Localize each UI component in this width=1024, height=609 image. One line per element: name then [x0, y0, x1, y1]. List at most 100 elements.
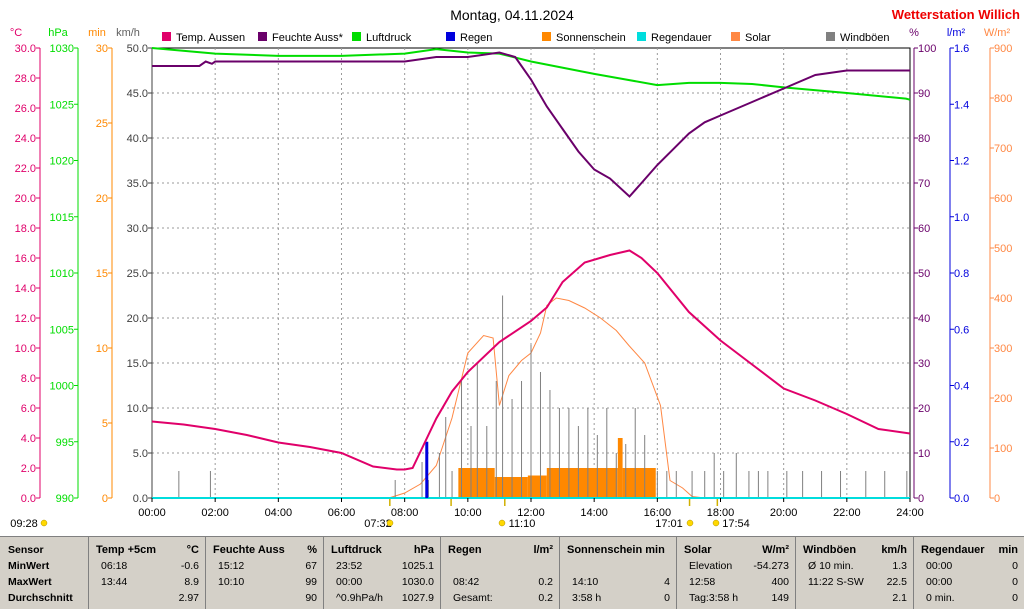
temp-axis-tick-label: 10.0 [15, 343, 36, 355]
stats-section: Solar W/m² Elevation -54.273 12:58 400 Tag:3:5… [676, 537, 795, 609]
stats-value: 0 [1012, 592, 1018, 604]
legend-label: Solar [745, 32, 771, 44]
humidity-axis-tick-label: 60 [918, 223, 930, 235]
stats-value: 0.2 [538, 576, 553, 588]
legend-label: Windböen [840, 32, 890, 44]
stats-section-unit: km/h [881, 544, 907, 556]
legend-label: Regendauer [651, 32, 712, 44]
stats-time: 3:58 h [572, 592, 602, 604]
x-tick-label: 22:00 [833, 507, 861, 519]
sunshine-bar [527, 475, 547, 498]
stats-time: 10:10 [218, 576, 245, 588]
pressure-axis-tick-label: 1030 [50, 43, 74, 55]
rain-axis-tick-label: 1.2 [954, 156, 969, 168]
humidity-axis-tick-label: 50 [918, 268, 930, 280]
legend-swatch [542, 32, 551, 41]
stats-value: 149 [771, 592, 789, 604]
legend-swatch [258, 32, 267, 41]
legend: Temp. Aussen Feuchte Auss* Luftdruck Regen S… [162, 32, 890, 44]
x-tick-label: 14:00 [580, 507, 608, 519]
humidity-axis-tick-label: 30 [918, 358, 930, 370]
legend-swatch [637, 32, 646, 41]
minutes-axis-tick-label: 15 [96, 268, 108, 280]
legend-swatch [352, 32, 361, 41]
wind-axis-tick-label: 15.0 [127, 358, 148, 370]
solar-axis-tick-label: 600 [994, 193, 1012, 205]
sunshine-bar [494, 477, 528, 498]
stats-value: 2.97 [178, 592, 199, 604]
stats-section: Sonnenschein min 14:10 4 3:58 h 0 [559, 537, 676, 609]
stats-time: 0 min. [926, 592, 955, 604]
rain-axis-tick-label: 0.2 [954, 437, 969, 449]
wind-axis-tick-label: 0.0 [133, 493, 148, 505]
stats-value: 0 [664, 592, 670, 604]
stats-value: 1.3 [892, 560, 907, 572]
row-label-max: MaxWert [8, 576, 52, 588]
axis-unit: hPa [48, 27, 68, 39]
wind-axis-tick-label: 20.0 [127, 313, 148, 325]
stats-value: -54.273 [753, 560, 789, 572]
axis-unit: W/m² [984, 27, 1011, 39]
rain-axis-tick-label: 0.4 [954, 381, 969, 393]
sunshine-bar [617, 438, 623, 498]
stats-value: 4 [664, 576, 670, 588]
rain-axis-tick-label: 0.0 [954, 493, 969, 505]
stats-value: 2.1 [892, 592, 907, 604]
humidity-axis-tick-label: 20 [918, 403, 930, 415]
stats-value: 400 [771, 576, 789, 588]
sun-event-time: 17:01 [655, 518, 683, 530]
rain-bar [425, 441, 429, 498]
stats-value: 1030.0 [401, 576, 434, 588]
stats-value: 8.9 [184, 576, 199, 588]
minutes-axis-tick-label: 25 [96, 118, 108, 130]
humidity-axis-tick-label: 40 [918, 313, 930, 325]
temp-axis-tick-label: 4.0 [21, 433, 36, 445]
stats-section-title: Sonnenschein min [567, 544, 665, 556]
temp-axis-tick-label: 30.0 [15, 43, 36, 55]
x-tick-label: 18:00 [707, 507, 735, 519]
temp-axis-tick-label: 0.0 [21, 493, 36, 505]
stats-value: 0.2 [538, 592, 553, 604]
sun-events: 09:28 07:32 11:10 17:01 17:54 [10, 499, 750, 530]
temp-axis-tick-label: 8.0 [21, 373, 36, 385]
temp-axis-tick-label: 16.0 [15, 253, 36, 265]
solar-axis-tick-label: 400 [994, 293, 1012, 305]
minutes-axis-tick-label: 0 [102, 493, 108, 505]
stats-section-title: Solar [684, 544, 712, 556]
axis-unit: % [909, 27, 919, 39]
legend-label: Sonnenschein [556, 32, 626, 44]
sunshine-bar [622, 468, 656, 498]
sun-event-time: 11:10 [509, 518, 536, 530]
axis-unit: km/h [116, 27, 140, 39]
temp-axis-tick-label: 22.0 [15, 163, 36, 175]
stats-section-title: Temp +5cm [96, 544, 157, 556]
temp-axis-tick-label: 24.0 [15, 133, 36, 145]
solar-axis-tick-label: 500 [994, 243, 1012, 255]
stats-time: 15:12 [218, 560, 245, 572]
humidity-axis-tick-label: 70 [918, 178, 930, 190]
stats-value: 22.5 [886, 576, 907, 588]
stats-section-title: Regen [448, 544, 482, 556]
legend-label: Luftdruck [366, 32, 412, 44]
humidity-axis-tick-label: 100 [918, 43, 936, 55]
stats-time: 12:58 [689, 576, 716, 588]
solar-axis-tick-label: 300 [994, 343, 1012, 355]
stats-value: 90 [305, 592, 317, 604]
wind-axis-tick-label: 10.0 [127, 403, 148, 415]
rain-axis-tick-label: 0.6 [954, 324, 969, 336]
pressure-axis-tick-label: 1010 [50, 268, 74, 280]
humidity-axis-tick-label: 0 [918, 493, 924, 505]
humidity-axis-tick-label: 10 [918, 448, 930, 460]
solar-axis-tick-label: 700 [994, 143, 1012, 155]
axis-unit: l/m² [947, 27, 966, 39]
stats-section-unit: hPa [413, 544, 434, 556]
solar-axis-tick-label: 100 [994, 443, 1012, 455]
axis-unit: °C [10, 27, 22, 39]
x-tick-label: 20:00 [770, 507, 798, 519]
stats-time: 14:10 [572, 576, 599, 588]
sun-event-time: 09:28 [10, 518, 38, 530]
x-tick-label: 02:00 [201, 507, 229, 519]
stats-time: 06:18 [101, 560, 128, 572]
chart-title: Montag, 04.11.2024 [450, 7, 574, 23]
stats-section: Feuchte Auss% 15:12 67 10:10 99 90 [205, 537, 323, 609]
